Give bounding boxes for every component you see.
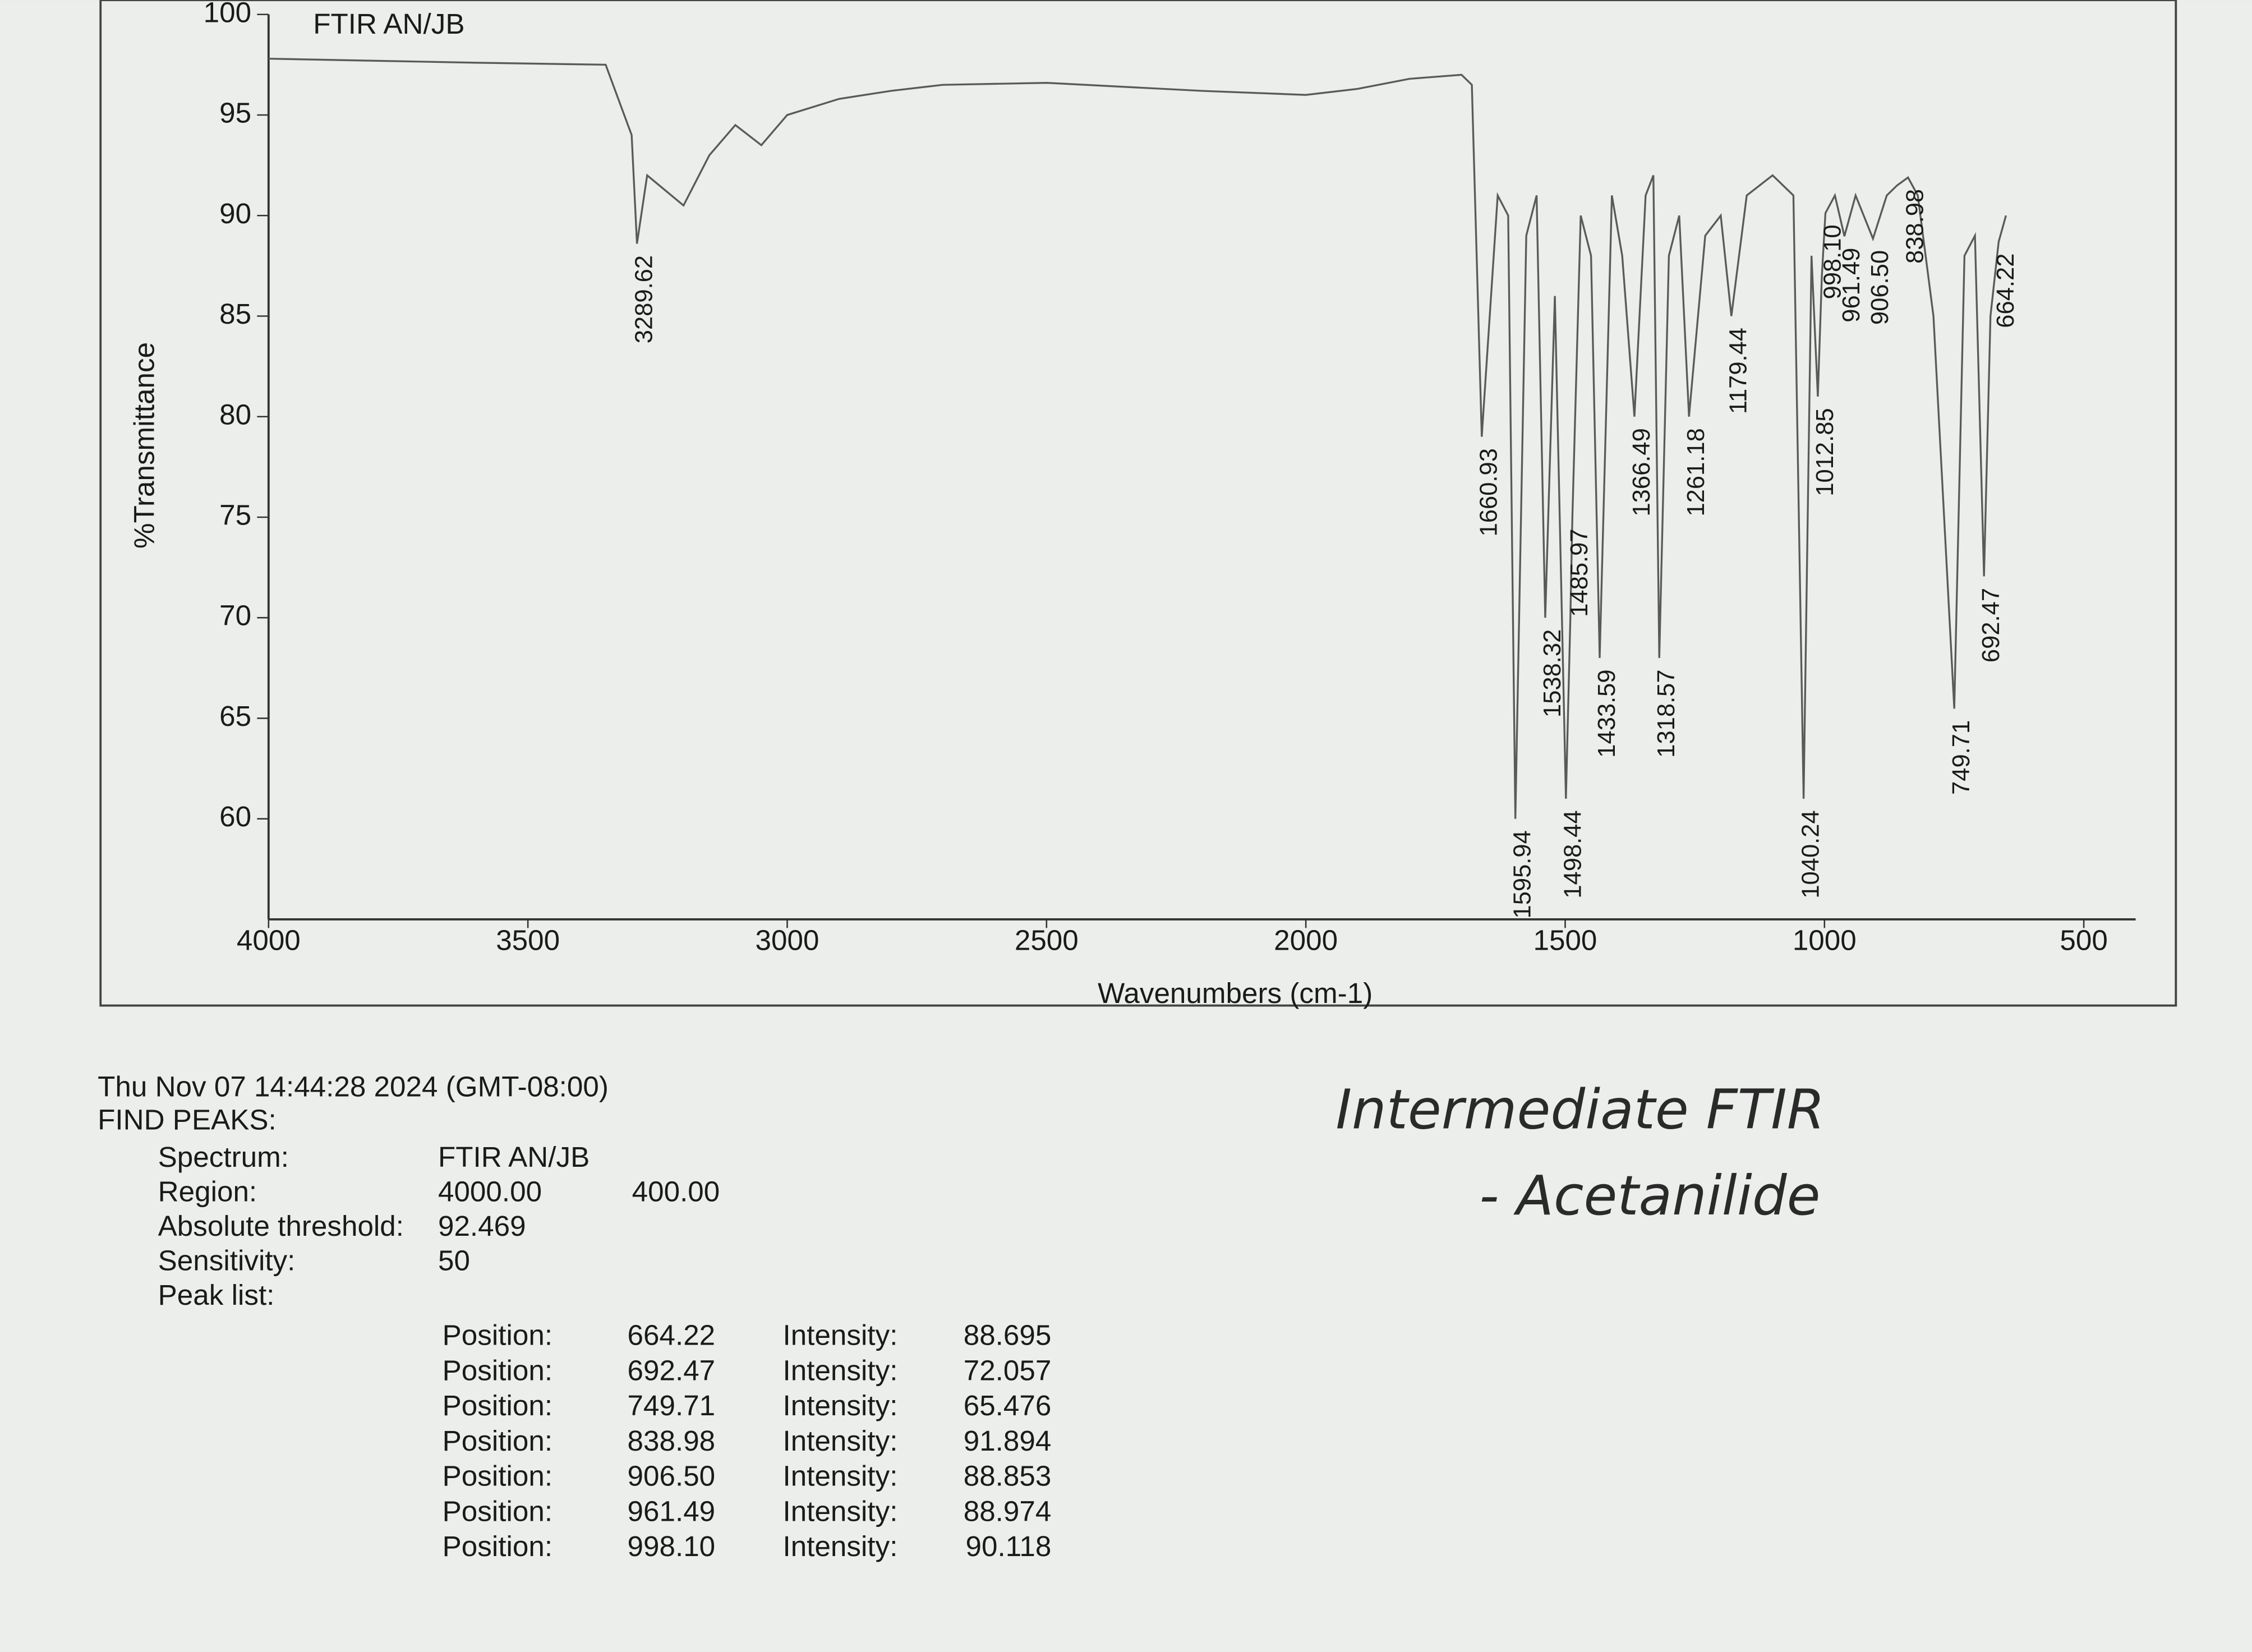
peak-table-cell: 88.853 <box>964 1460 1052 1492</box>
y-tick-label: 90 <box>219 197 251 229</box>
peak-table-cell: Intensity: <box>783 1425 898 1457</box>
peak-table-cell: Intensity: <box>783 1530 898 1562</box>
x-tick-label: 2500 <box>1015 924 1079 956</box>
x-axis-label: Wavenumbers (cm-1) <box>1098 977 1373 1009</box>
x-tick-label: 4000 <box>237 924 301 956</box>
peak-table-cell: Intensity: <box>783 1389 898 1421</box>
handwritten-note: Intermediate FTIR <box>1335 1078 1825 1141</box>
peak-label: 3289.62 <box>630 255 657 343</box>
field-value: 400.00 <box>632 1176 720 1208</box>
peak-table-cell: 838.98 <box>628 1425 716 1457</box>
x-tick-label: 2000 <box>1274 924 1338 956</box>
y-tick-label: 100 <box>204 0 251 28</box>
field-value: 4000.00 <box>438 1176 542 1208</box>
peak-label: 1318.57 <box>1653 669 1680 757</box>
field-label: Absolute threshold: <box>158 1210 404 1242</box>
chart-title: FTIR AN/JB <box>313 8 464 40</box>
peak-label: 1040.24 <box>1797 810 1824 898</box>
field-label: Peak list: <box>158 1279 275 1311</box>
y-tick-label: 65 <box>219 700 251 732</box>
x-tick-label: 3500 <box>496 924 560 956</box>
x-tick-label: 1000 <box>1793 924 1857 956</box>
peak-label: 998.10 <box>1819 224 1846 299</box>
handwritten-note: - Acetanilide <box>1479 1164 1820 1227</box>
y-axis-label: %Transmittance <box>128 342 160 549</box>
peak-table-cell: Intensity: <box>783 1354 898 1386</box>
peak-table-cell: 88.695 <box>964 1319 1052 1351</box>
field-label: Region: <box>158 1176 257 1208</box>
field-label: Sensitivity: <box>158 1244 296 1276</box>
peak-table-cell: Position: <box>443 1389 552 1421</box>
peak-table-cell: Position: <box>443 1354 552 1386</box>
y-tick-label: 95 <box>219 97 251 129</box>
peak-table-cell: 72.057 <box>964 1354 1052 1386</box>
peak-table-cell: 749.71 <box>628 1389 716 1421</box>
y-tick-label: 80 <box>219 398 251 430</box>
peak-label: 749.71 <box>1948 720 1975 795</box>
peak-table-cell: Position: <box>443 1319 552 1351</box>
field-value: 50 <box>438 1244 470 1276</box>
peak-table-cell: 998.10 <box>628 1530 716 1562</box>
peak-table-cell: Intensity: <box>783 1460 898 1492</box>
peak-label: 664.22 <box>1992 254 2019 328</box>
field-label: Spectrum: <box>158 1141 289 1173</box>
y-tick-label: 70 <box>219 600 251 632</box>
peak-table-cell: 692.47 <box>628 1354 716 1386</box>
x-tick-label: 3000 <box>756 924 819 956</box>
x-tick-label: 500 <box>2060 924 2107 956</box>
peak-table-cell: Position: <box>443 1530 552 1562</box>
peak-label: 1485.97 <box>1566 528 1593 616</box>
peak-label: 1366.49 <box>1628 428 1655 516</box>
peak-table-cell: 65.476 <box>964 1389 1052 1421</box>
peak-table-cell: 91.894 <box>964 1425 1052 1457</box>
peak-table-cell: 664.22 <box>628 1319 716 1351</box>
peak-label: 1595.94 <box>1509 830 1536 918</box>
peak-label: 1498.44 <box>1560 810 1587 898</box>
timestamp: Thu Nov 07 14:44:28 2024 (GMT-08:00) <box>98 1071 609 1103</box>
peak-label: 1433.59 <box>1594 669 1620 757</box>
report-heading: FIND PEAKS: <box>98 1104 277 1136</box>
y-tick-label: 60 <box>219 800 251 832</box>
peak-label: 692.47 <box>1978 588 2005 662</box>
peak-table-cell: 961.49 <box>628 1495 716 1527</box>
peak-label: 1261.18 <box>1683 428 1710 516</box>
field-value: 92.469 <box>438 1210 526 1242</box>
peak-label: 1179.44 <box>1725 328 1752 414</box>
peak-label: 1660.93 <box>1476 448 1503 536</box>
peak-table-cell: 88.974 <box>964 1495 1052 1527</box>
peak-label: 961.49 <box>1838 248 1865 323</box>
peak-label: 1538.32 <box>1539 629 1566 717</box>
peak-label: 1012.85 <box>1812 408 1839 496</box>
peak-table-cell: Intensity: <box>783 1495 898 1527</box>
peak-label: 906.50 <box>1867 250 1894 325</box>
peak-table-cell: Position: <box>443 1460 552 1492</box>
y-tick-label: 75 <box>219 499 251 531</box>
peak-table-cell: Position: <box>443 1425 552 1457</box>
x-tick-label: 1500 <box>1533 924 1597 956</box>
peak-table-cell: 90.118 <box>966 1530 1052 1562</box>
field-value: FTIR AN/JB <box>438 1141 590 1173</box>
peak-table-cell: Intensity: <box>783 1319 898 1351</box>
peak-table-cell: 906.50 <box>628 1460 716 1492</box>
peak-label: 838.98 <box>1902 189 1929 264</box>
peak-table-cell: Position: <box>443 1495 552 1527</box>
frame <box>99 0 2177 1007</box>
y-tick-label: 85 <box>219 298 251 330</box>
spectrum-line <box>268 57 2007 819</box>
